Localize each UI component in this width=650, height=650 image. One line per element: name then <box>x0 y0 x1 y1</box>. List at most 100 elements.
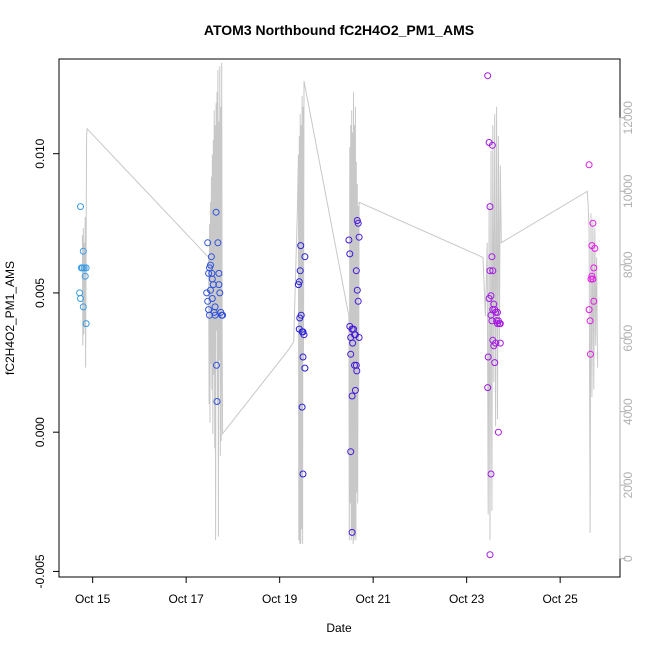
y-tick-label: -0.005 <box>33 554 47 588</box>
data-point <box>296 267 304 275</box>
data-point <box>486 203 494 211</box>
data-point <box>82 264 90 272</box>
data-point <box>355 233 363 241</box>
data-point <box>586 317 594 325</box>
data-point <box>212 208 220 216</box>
data-point <box>295 278 303 286</box>
data-point <box>213 361 220 369</box>
y-tick-label: 0.010 <box>33 138 47 168</box>
data-point <box>348 528 356 536</box>
data-point <box>488 317 496 325</box>
data-point <box>496 339 504 347</box>
plot-frame <box>58 58 621 578</box>
data-point <box>488 253 496 261</box>
data-point <box>215 269 223 277</box>
x-tick-label: Oct 21 <box>355 592 391 606</box>
data-point <box>486 267 494 275</box>
data-point <box>347 448 355 456</box>
y2-tick-label: 8000 <box>621 251 635 278</box>
data-point <box>488 141 496 149</box>
data-point <box>349 339 357 347</box>
data-point <box>207 253 215 261</box>
data-point <box>207 261 214 269</box>
data-point <box>348 392 356 400</box>
data-point <box>294 281 302 289</box>
x-axis-label: Date <box>326 621 352 635</box>
line-series-layer <box>81 62 599 544</box>
data-point <box>353 286 361 294</box>
data-point <box>585 161 593 169</box>
data-point <box>494 308 501 316</box>
data-point <box>585 306 593 314</box>
x-tick-label: Oct 17 <box>168 592 204 606</box>
y-tick-label: 0.000 <box>33 417 47 447</box>
y2-tick-label: 4000 <box>621 398 635 425</box>
data-point <box>590 264 598 272</box>
data-point <box>484 72 492 80</box>
data-point <box>494 428 502 436</box>
data-point <box>211 303 219 311</box>
data-point <box>355 334 363 341</box>
data-point <box>352 267 360 275</box>
x-axis: Oct 15 Oct 17 Oct 19 Oct 21 Oct 23 Oct 25 <box>75 576 578 606</box>
data-point <box>484 384 492 392</box>
data-point <box>300 331 308 339</box>
scatter-points-layer <box>76 72 599 559</box>
data-point <box>214 239 222 247</box>
data-point <box>587 275 595 283</box>
y-tick-label: 0.005 <box>33 278 47 308</box>
data-point <box>216 289 224 297</box>
data-point <box>297 311 305 319</box>
x-tick-label: Oct 25 <box>542 592 578 606</box>
data-point <box>301 364 309 372</box>
data-point <box>76 289 84 297</box>
data-point <box>297 242 305 250</box>
data-point <box>82 320 90 328</box>
data-point <box>213 398 221 405</box>
y-axis-left: -0.005 0.000 0.005 0.010 <box>33 138 60 588</box>
y2-tick-label: 10000 <box>621 174 635 208</box>
data-point <box>496 320 504 328</box>
data-point <box>491 359 499 367</box>
data-point <box>77 295 84 302</box>
data-point <box>77 203 84 211</box>
data-point <box>299 470 307 478</box>
data-point <box>487 292 495 300</box>
data-point <box>587 350 594 358</box>
data-point <box>345 236 353 244</box>
data-point <box>215 281 223 289</box>
y-axis-label: fC2H4O2_PM1_AMS <box>3 261 17 375</box>
data-point <box>354 297 362 305</box>
y2-tick-label: 12000 <box>621 101 635 135</box>
data-point <box>80 264 88 272</box>
data-point <box>589 275 597 283</box>
y2-tick-label: 2000 <box>621 471 635 498</box>
data-point <box>487 470 495 478</box>
data-point <box>219 311 227 319</box>
x-tick-label: Oct 23 <box>449 592 485 606</box>
data-point <box>591 244 599 252</box>
data-point <box>489 267 497 275</box>
chart-title: ATOM3 Northbound fC2H4O2_PM1_AMS <box>204 22 474 38</box>
data-point <box>494 320 501 328</box>
data-point <box>484 353 492 361</box>
x-tick-label: Oct 19 <box>262 592 298 606</box>
data-point <box>211 311 219 319</box>
data-point <box>486 551 494 559</box>
data-point <box>589 219 597 227</box>
data-point <box>351 361 358 369</box>
data-point <box>346 250 354 258</box>
x-tick-label: Oct 15 <box>75 592 111 606</box>
data-point <box>351 386 359 394</box>
y2-tick-label: 6000 <box>621 325 635 352</box>
data-point <box>301 253 309 261</box>
data-point <box>204 239 212 247</box>
altitude-line <box>81 62 599 544</box>
data-point <box>298 403 306 411</box>
data-point <box>81 272 89 280</box>
data-point <box>590 297 598 305</box>
data-point <box>207 286 214 294</box>
data-point <box>347 350 355 358</box>
y-axis-right: 0 2000 4000 6000 8000 10000 12000 <box>619 101 635 562</box>
